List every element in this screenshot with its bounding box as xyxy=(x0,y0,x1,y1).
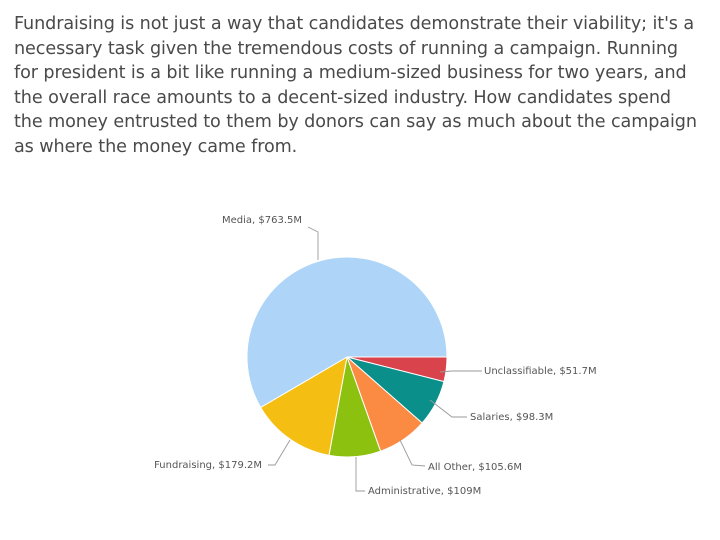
pie-slices xyxy=(246,256,448,458)
leader-lines xyxy=(268,226,482,492)
pie-slice-media xyxy=(246,256,448,409)
slice-label-unclassifiable: Unclassifiable, $51.7M xyxy=(484,366,597,377)
leader-line-administrative xyxy=(355,457,365,492)
slice-label-media: Media, $763.5M xyxy=(222,215,302,226)
leader-line-fundraising xyxy=(268,439,291,466)
pie-slice-fundraising xyxy=(259,356,348,456)
slice-label-all-other: All Other, $105.6M xyxy=(428,462,522,473)
intro-paragraph: Fundraising is not just a way that candi… xyxy=(14,14,697,157)
leader-line-salaries xyxy=(429,399,467,418)
leader-line-unclassifiable xyxy=(439,370,482,373)
slice-label-fundraising: Fundraising, $179.2M xyxy=(154,460,262,471)
leader-line-all-other xyxy=(399,439,426,467)
slice-label-salaries: Salaries, $98.3M xyxy=(470,412,553,423)
leader-line-media xyxy=(307,226,319,260)
slice-labels: Unclassifiable, $51.7M Salaries, $98.3M … xyxy=(154,215,596,497)
slice-label-administrative: Administrative, $109M xyxy=(368,486,481,497)
